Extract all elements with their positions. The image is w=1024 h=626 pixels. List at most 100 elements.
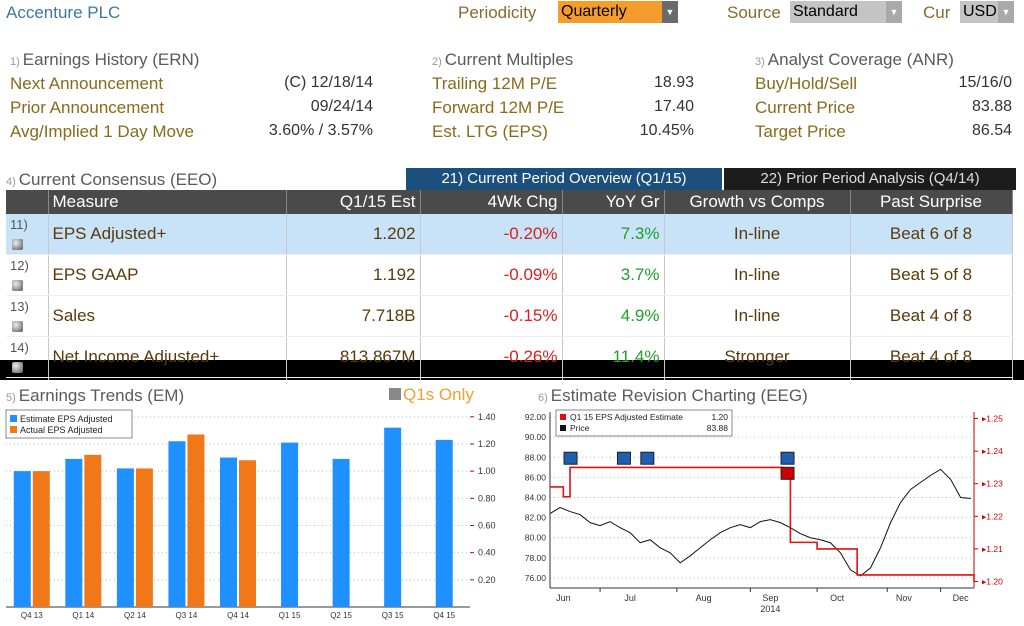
- y-tick-label: 0.60: [478, 520, 496, 530]
- past-surprise-cell: Beat 4 of 8: [850, 295, 1013, 337]
- right-y-tick-label: ▸1.23: [982, 479, 1003, 489]
- periodicity-label: Periodicity: [458, 3, 537, 22]
- row-number-header: [6, 190, 49, 214]
- currency-dropdown[interactable]: USD: [960, 1, 998, 23]
- event-marker-icon[interactable]: [563, 451, 578, 465]
- right-y-tick-label: ▸1.21: [982, 544, 1003, 554]
- left-y-tick-label: 78.00: [525, 553, 547, 563]
- table-row[interactable]: 13) Sales 7.718B -0.15% 4.9% In-line Beat 4 of…: [6, 295, 1013, 337]
- legend-swatch: [560, 414, 566, 420]
- section-number: 3): [755, 56, 765, 68]
- legend-label: Actual EPS Adjusted: [20, 425, 103, 435]
- left-y-tick-label: 90.00: [525, 432, 547, 442]
- section-title-text: Earnings History (ERN): [22, 50, 200, 69]
- row-number: 13): [10, 299, 29, 314]
- actual-bar[interactable]: [187, 434, 205, 607]
- actual-bar[interactable]: [84, 454, 102, 607]
- consensus-title[interactable]: 4) Current Consensus (EEO): [6, 170, 217, 190]
- right-y-tick-label: ▸1.24: [982, 446, 1003, 456]
- column-header[interactable]: Measure: [48, 190, 287, 214]
- estimate-bar[interactable]: [116, 468, 134, 607]
- estimate-cell: 1.192: [286, 254, 421, 296]
- source-label: Source: [727, 3, 781, 22]
- estimate-bar[interactable]: [332, 458, 350, 607]
- chevron-down-icon[interactable]: ▼: [886, 1, 902, 23]
- tab-current-period[interactable]: 21) Current Period Overview (Q1/15): [406, 168, 722, 190]
- earnings-trends-chart[interactable]: 0.20 0.40 0.60 0.80 1.00 1.20 1.40 Q4 13 Q1 14 Q2…: [0, 404, 510, 626]
- y-tick-label: 1.20: [478, 439, 496, 449]
- event-marker-icon[interactable]: [780, 451, 795, 465]
- estimate-cell: 7.718B: [286, 295, 421, 337]
- estimate-revision-line[interactable]: [550, 466, 975, 582]
- estimate-bar[interactable]: [220, 457, 237, 607]
- analyst-coverage-title[interactable]: 3) Analyst Coverage (ANR): [755, 50, 954, 70]
- x-tick-label: Q1 14: [72, 611, 94, 620]
- estimate-revision-title[interactable]: 6) Estimate Revision Charting (EEG): [538, 386, 808, 406]
- chart-toggle-icon[interactable]: [12, 321, 23, 332]
- y-tick-label: 1.40: [478, 412, 496, 422]
- column-header[interactable]: Q1/15 Est: [286, 190, 421, 214]
- growth-vs-comps-cell: In-line: [664, 295, 851, 337]
- x-tick-label: Q4 13: [21, 611, 43, 620]
- estimate-revision-chart[interactable]: 76.00 78.00 80.00 82.00 84.00 86.00 88.00 90.00…: [512, 404, 1024, 626]
- estimate-bar[interactable]: [435, 439, 453, 607]
- chart-toggle-icon[interactable]: [12, 280, 23, 291]
- legend-swatch: [10, 426, 17, 433]
- x-tick-label: Nov: [896, 593, 913, 603]
- x-tick-label: Q4 15: [433, 611, 455, 620]
- estimate-bar[interactable]: [168, 441, 186, 607]
- source-dropdown[interactable]: Standard: [790, 1, 886, 23]
- earnings-history-title[interactable]: 1) Earnings History (ERN): [10, 50, 199, 70]
- section-number: 1): [10, 56, 20, 68]
- chevron-down-icon[interactable]: ▼: [998, 1, 1014, 23]
- right-y-tick-label: ▸1.20: [982, 576, 1003, 586]
- estimate-bar[interactable]: [65, 458, 83, 607]
- actual-bar[interactable]: [239, 460, 256, 607]
- event-marker-icon[interactable]: [640, 451, 655, 465]
- tab-prior-period[interactable]: 22) Prior Period Analysis (Q4/14): [724, 168, 1016, 190]
- estimate-bar[interactable]: [281, 442, 299, 607]
- table-row[interactable]: 11) EPS Adjusted+ 1.202 -0.20% 7.3% In-line Be…: [6, 214, 1013, 255]
- currency-label: Cur: [923, 3, 951, 22]
- price-line[interactable]: [549, 468, 971, 577]
- table-row[interactable]: 14) Net Income Adjusted+ 813.867M -0.26% 11.…: [6, 336, 1013, 378]
- row-number-cell: 13): [6, 295, 49, 337]
- checkbox-icon[interactable]: [389, 388, 401, 400]
- event-marker-icon[interactable]: [616, 451, 631, 465]
- chevron-down-icon[interactable]: ▼: [662, 1, 678, 23]
- estimate-bar[interactable]: [384, 427, 402, 607]
- earnings-trends-title[interactable]: 5) Earnings Trends (EM): [6, 386, 184, 406]
- section-title-text: Current Consensus (EEO): [18, 170, 218, 189]
- chart-toggle-icon[interactable]: [12, 362, 23, 373]
- change-cell: -0.09%: [420, 254, 563, 296]
- left-y-tick-label: 86.00: [525, 472, 547, 482]
- left-y-tick-label: 84.00: [525, 492, 547, 502]
- measure-cell: EPS GAAP: [48, 254, 287, 296]
- actual-bar[interactable]: [135, 468, 153, 607]
- estimate-bar[interactable]: [13, 471, 31, 607]
- yoy-growth-cell: 3.7%: [562, 254, 665, 296]
- x-tick-label: Oct: [830, 593, 845, 603]
- column-header[interactable]: YoY Gr: [562, 190, 665, 214]
- periodicity-dropdown[interactable]: Quarterly: [558, 1, 662, 23]
- column-header[interactable]: Growth vs Comps: [664, 190, 851, 214]
- column-header[interactable]: 4Wk Chg: [420, 190, 563, 214]
- y-tick-label: 0.80: [478, 493, 496, 503]
- prior-announcement-value: 09/24/14: [310, 98, 373, 115]
- q1s-only-toggle[interactable]: Q1s Only: [389, 385, 474, 405]
- forward-pe-label: Forward 12M P/E: [432, 98, 565, 117]
- ltg-eps-value: 10.45%: [639, 122, 694, 139]
- avg-move-value: 3.60% / 3.57%: [268, 122, 373, 139]
- current-multiples-title[interactable]: 2) Current Multiples: [432, 50, 573, 70]
- column-header[interactable]: Past Surprise: [850, 190, 1013, 214]
- chart-toggle-icon[interactable]: [12, 239, 23, 250]
- section-number: 6): [538, 392, 548, 404]
- buy-hold-sell-value: 15/16/0: [958, 74, 1012, 91]
- x-tick-label: Q1 15: [279, 611, 301, 620]
- table-row[interactable]: 12) EPS GAAP 1.192 -0.09% 3.7% In-line Beat 5 …: [6, 254, 1013, 296]
- actual-bar[interactable]: [32, 471, 50, 607]
- x-tick-label: Sep: [762, 593, 778, 603]
- event-marker-icon[interactable]: [780, 466, 795, 480]
- row-number-cell: 11): [6, 214, 49, 255]
